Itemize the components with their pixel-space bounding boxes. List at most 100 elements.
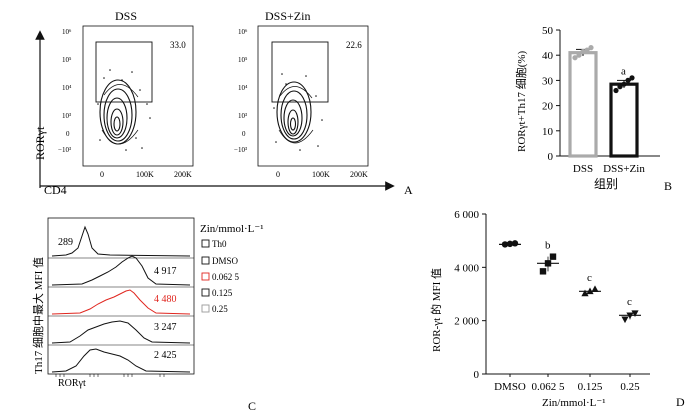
y-tick-label: −10³ xyxy=(58,146,71,154)
histogram-curves xyxy=(51,225,191,373)
legend-title: Zin/mmol·L⁻¹ xyxy=(200,223,264,235)
panel-b-xlabel: 组别 xyxy=(594,177,618,191)
panel-d-ylabel: ROR-γt 的 MFI 值 xyxy=(429,268,443,352)
data-point xyxy=(584,47,590,53)
y-tick-label: 10³ xyxy=(238,112,247,120)
data-point xyxy=(621,316,629,324)
y-tick-label: 10⁶ xyxy=(238,28,248,36)
x-tick-label: 200K xyxy=(350,170,368,179)
y-tick-label: 4 000 xyxy=(454,262,479,274)
panel-b-bars: DSS a DSS+Zin xyxy=(568,45,645,175)
y-tick-label: 10³ xyxy=(62,112,71,120)
data-point xyxy=(588,45,594,51)
panel-b-ylabel: RORγt+Th17 细胞(%) xyxy=(515,50,528,152)
data-point xyxy=(617,84,623,90)
panel-d: 0 2 000 4 000 6 000 DMSO b 0.062 5 c 0.125 c 0.25… xyxy=(429,209,685,409)
panel-d-xlabel: Zin/mmol·L⁻¹ xyxy=(542,397,606,409)
legend-label: 0.125 xyxy=(212,288,233,298)
y-tick-label: 10⁵ xyxy=(238,56,248,64)
data-point xyxy=(629,75,635,81)
significance-label: a xyxy=(621,65,626,77)
y-tick-label: 2 000 xyxy=(454,316,479,328)
gate-value: 33.0 xyxy=(170,40,186,50)
panel-a-xlabel: CD4 xyxy=(44,183,67,197)
legend-swatch xyxy=(201,304,210,313)
flow-plot-title: DSS xyxy=(115,9,137,23)
scatter-noise xyxy=(97,69,151,151)
y-tick-label: 0 xyxy=(548,151,554,163)
x-tick-label: DSS xyxy=(573,163,593,175)
gate-value: 22.6 xyxy=(346,40,362,50)
x-tick-label: 100K xyxy=(312,170,330,179)
y-tick-label: 10⁴ xyxy=(238,84,248,92)
data-point xyxy=(544,260,552,267)
flow-plot-dss: DSS 33.0 10⁶ 10⁵ 10⁴ 10³ 0 −10³ 0 100K 2… xyxy=(58,9,194,179)
data-point xyxy=(549,253,557,260)
histogram-separators xyxy=(48,257,194,346)
y-tick-label: 10⁵ xyxy=(62,56,72,64)
x-tick-label: DSS+Zin xyxy=(603,163,645,175)
y-tick-label: 10⁶ xyxy=(62,28,72,36)
significance-label: c xyxy=(627,296,632,308)
bar xyxy=(609,82,639,158)
bar xyxy=(568,51,598,158)
mfi-label: 4 917 xyxy=(154,266,177,277)
data-point xyxy=(625,77,631,83)
x-tick-label: 0.062 5 xyxy=(532,381,566,393)
panel-c-xlabel: RORγt xyxy=(58,378,86,389)
data-point xyxy=(572,55,578,61)
panel-c: 289 4 917 4 480 3 247 2 425 RORγt Th17 细… xyxy=(31,217,264,413)
data-point xyxy=(539,268,547,275)
data-point xyxy=(591,285,599,292)
histogram-x-ticks xyxy=(55,374,165,377)
gate-box xyxy=(271,41,329,103)
significance-label: b xyxy=(545,240,551,252)
y-tick-label: 40 xyxy=(542,50,554,62)
data-point xyxy=(631,310,639,317)
mfi-label: 4 480 xyxy=(154,294,177,305)
data-point xyxy=(580,48,586,55)
y-tick-label: 20 xyxy=(542,101,554,113)
panel-b-label: B xyxy=(664,179,672,193)
y-tick-label: 0 xyxy=(474,369,480,381)
data-point xyxy=(581,289,589,297)
y-tick-label: −10³ xyxy=(234,146,247,154)
panel-c-ylabel: Th17 细胞中最大 MFI 值 xyxy=(31,257,45,374)
gate-box xyxy=(95,41,153,103)
y-tick-label: 0 xyxy=(66,130,70,138)
panel-a: RORγt CD4 A DSS 33.0 10⁶ 10⁵ 10⁴ 10³ 0 −… xyxy=(33,9,413,197)
panel-a-ylabel: RORγt xyxy=(33,126,47,160)
data-point xyxy=(621,81,627,87)
x-tick-label: 200K xyxy=(174,170,192,179)
legend-label: Th0 xyxy=(212,239,227,249)
mfi-label: 2 425 xyxy=(154,350,177,361)
flow-plot-title: DSS+Zin xyxy=(265,9,310,23)
histogram-dmso xyxy=(51,255,191,286)
data-point xyxy=(576,52,582,58)
panel-c-label: C xyxy=(248,399,256,413)
y-tick-label: 10 xyxy=(542,126,554,138)
histogram-0-125 xyxy=(51,320,191,344)
mfi-label: 289 xyxy=(58,237,73,248)
scatter-noise xyxy=(273,73,323,151)
panel-d-points: DMSO b 0.062 5 c 0.125 c 0.25 xyxy=(494,240,641,393)
flow-plot-frame xyxy=(82,25,194,167)
y-tick-label: 30 xyxy=(542,75,554,87)
y-tick-label: 6 000 xyxy=(454,209,479,221)
legend-swatch xyxy=(201,256,210,265)
panel-a-label: A xyxy=(404,183,413,197)
significance-label: c xyxy=(587,272,592,284)
panel-b: 0 10 20 30 40 50 DSS a DSS+Zin RORγt+Th17 细胞(%)… xyxy=(515,25,672,193)
data-point xyxy=(511,240,519,247)
histogram-frame xyxy=(47,217,195,375)
contour-cluster xyxy=(276,81,314,144)
data-point xyxy=(501,241,509,248)
data-point xyxy=(586,287,594,295)
histogram-th0 xyxy=(51,225,191,257)
legend-swatch xyxy=(201,272,210,281)
y-tick-label: 50 xyxy=(542,25,554,37)
contour-cluster xyxy=(99,79,139,145)
legend-swatch xyxy=(201,239,210,248)
data-point xyxy=(626,312,634,320)
